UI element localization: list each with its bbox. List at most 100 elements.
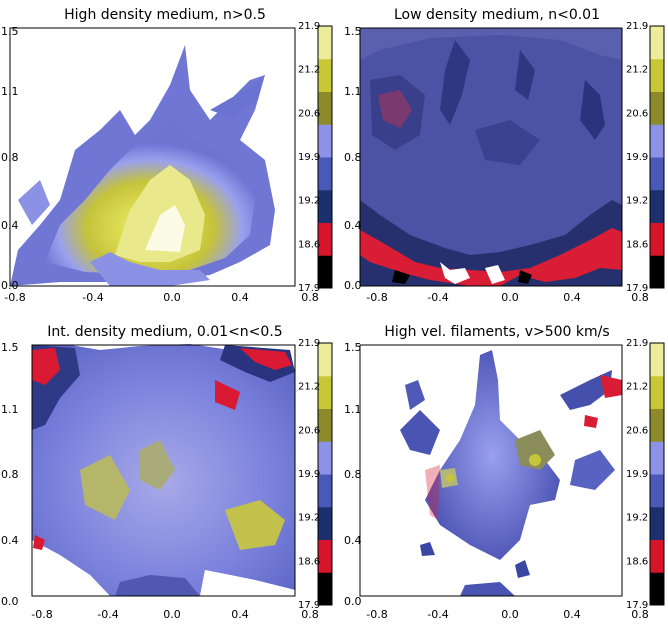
y-tick-label: 1.1 — [1, 85, 19, 98]
colorbar-tick-label: 20.6 — [298, 108, 320, 119]
y-tick-label: 1.5 — [1, 341, 19, 354]
y-tick-label: 0.8 — [1, 468, 19, 481]
y-axis-ticks: 0.0 0.4 0.8 1.1 1.5 — [1, 341, 19, 608]
colorbar-segment — [318, 408, 332, 442]
x-tick-label: 0.0 — [163, 608, 181, 621]
y-tick-label: 0.0 — [1, 595, 19, 608]
colorbar-segment — [318, 343, 332, 377]
colorbar-tick-label: 19.9 — [298, 469, 320, 480]
x-tick-label: 0.4 — [563, 608, 581, 621]
x-tick-label: 0.0 — [163, 291, 181, 304]
colorbar: 17.9 18.6 19.2 19.9 20.6 21.2 21.9 — [626, 338, 665, 611]
heatmap-image — [32, 344, 295, 596]
x-tick-label: 0.4 — [231, 608, 249, 621]
colorbar-segment — [318, 91, 332, 125]
y-tick-label: 1.1 — [1, 403, 19, 416]
y-tick-label: 1.1 — [344, 403, 362, 416]
colorbar-tick-label: 21.2 — [298, 382, 320, 393]
colorbar-segment — [318, 539, 332, 573]
colorbar: 17.9 18.6 19.2 19.9 20.6 21.2 21.9 — [298, 338, 333, 611]
x-tick-label: -0.8 — [366, 608, 387, 621]
x-tick-label: 0.8 — [301, 291, 319, 304]
colorbar-segment — [650, 539, 664, 573]
colorbar-segment — [650, 408, 664, 442]
x-tick-label: 0.8 — [301, 608, 319, 621]
colorbar-segment — [650, 222, 664, 256]
y-tick-label: 0.4 — [344, 219, 362, 232]
y-tick-label: 0.8 — [1, 151, 19, 164]
colorbar-tick-label: 21.9 — [626, 338, 648, 349]
colorbar-tick-label: 19.2 — [298, 513, 320, 524]
y-tick-label: 0.0 — [1, 279, 19, 292]
colorbar-segment — [318, 124, 332, 158]
panel-low-density: Low density medium, n<0.01 -0.8 -0.4 0.0… — [344, 7, 665, 304]
colorbar-segment — [318, 189, 332, 223]
y-tick-label: 1.5 — [344, 25, 362, 38]
heatmap-image — [400, 350, 622, 596]
heatmap-image — [360, 28, 622, 286]
panel-high-density: High density medium, n>0.5 -0.8 -0.4 0.0… — [1, 7, 333, 304]
colorbar-tick-label: 18.6 — [298, 239, 320, 250]
panel-int-density: Int. density medium, 0.01<n<0.5 -0.8 -0.… — [1, 324, 333, 621]
plot-frame — [9, 27, 296, 287]
colorbar-segment — [318, 222, 332, 256]
colorbar-tick-label: 17.9 — [626, 600, 648, 611]
x-axis-ticks: -0.8 -0.4 0.0 0.4 0.8 — [31, 608, 318, 621]
colorbar-segment — [318, 375, 332, 409]
plot-frame — [359, 27, 623, 287]
colorbar-segment — [318, 506, 332, 540]
y-tick-label: 0.8 — [344, 151, 362, 164]
colorbar: 17.9 18.6 19.2 19.9 20.6 21.2 21.9 — [626, 21, 665, 294]
colorbar-tick-label: 18.6 — [626, 239, 648, 250]
colorbar-segment — [650, 572, 664, 606]
x-tick-label: 0.0 — [501, 608, 519, 621]
colorbar-segment — [318, 26, 332, 60]
colorbar-tick-label: 18.6 — [298, 556, 320, 567]
colorbar-segment — [650, 506, 664, 540]
colorbar-segment — [318, 441, 332, 475]
colorbar-tick-label: 21.9 — [626, 21, 648, 32]
colorbar-segment — [650, 189, 664, 223]
colorbar-segment — [650, 441, 664, 475]
x-tick-label: 0.0 — [501, 291, 519, 304]
x-tick-label: 0.8 — [631, 608, 649, 621]
x-tick-label: -0.8 — [31, 608, 52, 621]
x-tick-label: 0.8 — [631, 291, 649, 304]
colorbar-segment — [650, 375, 664, 409]
y-tick-label: 0.4 — [1, 534, 19, 547]
y-axis-ticks: 0.0 0.4 0.8 1.1 1.5 — [344, 25, 362, 292]
x-axis-ticks: -0.8 -0.4 0.0 0.4 0.8 — [366, 291, 648, 304]
panel-title: Low density medium, n<0.01 — [394, 7, 600, 23]
colorbar-segment — [650, 474, 664, 508]
y-tick-label: 0.4 — [344, 534, 362, 547]
y-tick-label: 1.5 — [1, 25, 19, 38]
colorbar-tick-label: 19.2 — [626, 196, 648, 207]
x-tick-label: -0.8 — [4, 291, 25, 304]
panel-title: High density medium, n>0.5 — [64, 7, 266, 23]
colorbar-tick-label: 18.6 — [626, 556, 648, 567]
heatmap-image — [10, 45, 275, 286]
colorbar-tick-label: 19.2 — [626, 513, 648, 524]
colorbar-tick-label: 21.9 — [298, 338, 320, 349]
colorbar-tick-label: 21.2 — [626, 382, 648, 393]
x-axis-ticks: -0.8 -0.4 0.0 0.4 0.8 — [366, 608, 648, 621]
panel-title: High vel. filaments, v>500 km/s — [384, 324, 609, 340]
colorbar-segment — [318, 255, 332, 289]
x-axis-ticks: -0.8 -0.4 0.0 0.4 0.8 — [4, 291, 318, 304]
colorbar-segment — [650, 26, 664, 60]
panel-title: Int. density medium, 0.01<n<0.5 — [47, 324, 282, 340]
y-axis-ticks: 0.0 0.4 0.8 1.1 1.5 — [344, 341, 362, 608]
x-tick-label: -0.8 — [366, 291, 387, 304]
y-tick-label: 1.1 — [344, 85, 362, 98]
colorbar-tick-label: 20.6 — [626, 108, 648, 119]
x-tick-label: 0.4 — [563, 291, 581, 304]
colorbar-segment — [318, 474, 332, 508]
colorbar-tick-label: 21.2 — [626, 65, 648, 76]
colorbar-tick-label: 21.9 — [298, 21, 320, 32]
colorbar-segment — [650, 255, 664, 289]
colorbar-segment — [318, 157, 332, 191]
colorbar-tick-label: 19.9 — [298, 152, 320, 163]
colorbar-tick-label: 17.9 — [298, 283, 320, 294]
x-tick-label: -0.4 — [82, 291, 103, 304]
